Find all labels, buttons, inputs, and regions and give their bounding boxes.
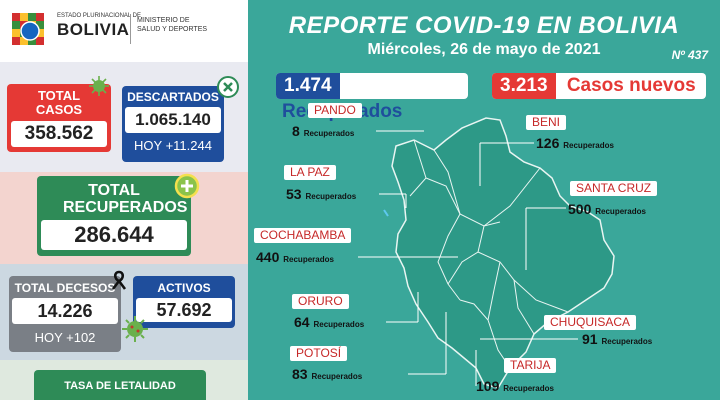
dept-value-santa-cruz: 500 Recuperados (568, 201, 646, 217)
dept-unit-cochabamba: Recuperados (283, 255, 334, 264)
dept-number-potosi: 83 (292, 366, 308, 382)
dept-value-chuquisaca: 91 Recuperados (582, 331, 652, 347)
virus-icon (89, 76, 109, 96)
dept-name-potosi: POTOSÍ (290, 346, 348, 361)
activos-label: ACTIVOS (157, 281, 211, 295)
dept-number-cochabamba: 440 (256, 249, 280, 265)
descartados-hoy: HOY +11.244 (134, 138, 212, 153)
left-panel: ESTADO PLURINACIONAL DE BOLIVIA MINISTER… (0, 0, 248, 400)
descartados-label: DESCARTADOS (127, 90, 219, 104)
plus-circle-icon (174, 173, 200, 199)
dept-name-pando: PANDO (308, 103, 362, 118)
dept-number-beni: 126 (536, 135, 560, 151)
dept-unit-potosi: Recuperados (311, 372, 363, 381)
dept-name-la-paz: LA PAZ (284, 165, 336, 180)
casos-nuevos-label: Casos nuevos (566, 75, 696, 96)
dept-unit-oruro: Recuperados (313, 320, 365, 329)
dept-unit-la-paz: Recuperados (305, 192, 357, 201)
dept-unit-santa-cruz: Recuperados (595, 207, 646, 216)
total-casos-label: TOTAL CASOS (35, 88, 83, 117)
bolivia-map (358, 117, 615, 389)
total-decesos-value: 14.226 (12, 298, 118, 324)
total-decesos-card: TOTAL DECESOS 14.226 HOY +102 (9, 276, 121, 352)
ribbon-icon (111, 270, 127, 290)
dept-unit-beni: Recuperados (563, 141, 614, 150)
dept-value-pando: 8 Recuperados (292, 123, 354, 139)
dept-name-beni: BENI (526, 115, 567, 130)
activos-card: ACTIVOS 57.692 (133, 276, 235, 328)
total-decesos-label: TOTAL DECESOS (14, 281, 116, 295)
total-recuperados-value: 286.644 (41, 220, 187, 250)
dept-number-tarija: 109 (476, 378, 500, 394)
dept-name-cochabamba: COCHABAMBA (254, 228, 352, 243)
ministry-line1: MINISTERIO DE (137, 17, 190, 24)
header-logos: ESTADO PLURINACIONAL DE BOLIVIA MINISTER… (0, 0, 248, 62)
dept-number-chuquisaca: 91 (582, 331, 598, 347)
letalidad-label: TASA DE LETALIDAD (64, 380, 176, 392)
dept-number-pando: 8 (292, 123, 300, 139)
casos-nuevos-summary: 3.213 Casos nuevos (492, 73, 706, 99)
leader-lines (358, 130, 578, 386)
dept-number-la-paz: 53 (286, 186, 302, 202)
logo-text-bolivia: BOLIVIA (57, 20, 130, 39)
close-circle-icon (217, 76, 239, 98)
dept-number-santa-cruz: 500 (568, 201, 592, 217)
dept-name-santa-cruz: SANTA CRUZ (570, 181, 658, 196)
report-number: Nº 437 (671, 48, 708, 62)
dept-value-la-paz: 53 Recuperados (286, 186, 356, 202)
dept-name-oruro: ORURO (292, 294, 349, 309)
ministry-line2: SALUD Y DEPORTES (137, 26, 208, 33)
dept-name-tarija: TARIJA (504, 358, 557, 373)
total-casos-value: 358.562 (11, 121, 107, 147)
dept-value-beni: 126 Recuperados (536, 135, 614, 151)
right-panel: REPORTE COVID-19 EN BOLIVIA Miércoles, 2… (248, 0, 720, 400)
descartados-value: 1.065.140 (125, 107, 221, 133)
decesos-hoy: HOY +102 (34, 330, 96, 345)
dept-unit-tarija: Recuperados (503, 384, 554, 393)
dept-name-chuquisaca: CHUQUISACA (544, 315, 637, 330)
virus-icon-activos (122, 316, 148, 342)
logo-divider (130, 14, 131, 44)
total-recuperados-card: TOTAL RECUPERADOS 286.644 (37, 176, 191, 256)
dept-value-oruro: 64 Recuperados (294, 314, 364, 330)
casos-nuevos-number: 3.213 (492, 73, 556, 99)
dept-unit-pando: Recuperados (303, 129, 355, 138)
report-title: REPORTE COVID-19 EN BOLIVIA (288, 12, 680, 39)
logo-text-small: ESTADO PLURINACIONAL DE (57, 13, 142, 19)
recuperados-summary-number: 1.474 (276, 73, 340, 99)
bolivia-shield-icon (10, 11, 50, 51)
dept-number-oruro: 64 (294, 314, 310, 330)
dept-value-tarija: 109 Recuperados (476, 378, 554, 394)
total-casos-card: TOTAL CASOS 358.562 (7, 84, 111, 152)
total-recuperados-label: TOTAL RECUPERADOS (63, 182, 188, 216)
letalidad-card: TASA DE LETALIDAD (34, 370, 206, 400)
descartados-card: DESCARTADOS 1.065.140 HOY +11.244 (122, 86, 224, 162)
activos-value: 57.692 (136, 298, 232, 322)
dept-value-cochabamba: 440 Recuperados (256, 249, 334, 265)
report-date: Miércoles, 26 de mayo de 2021 (367, 41, 601, 58)
dept-unit-chuquisaca: Recuperados (601, 337, 653, 346)
dept-value-potosi: 83 Recuperados (292, 366, 362, 382)
